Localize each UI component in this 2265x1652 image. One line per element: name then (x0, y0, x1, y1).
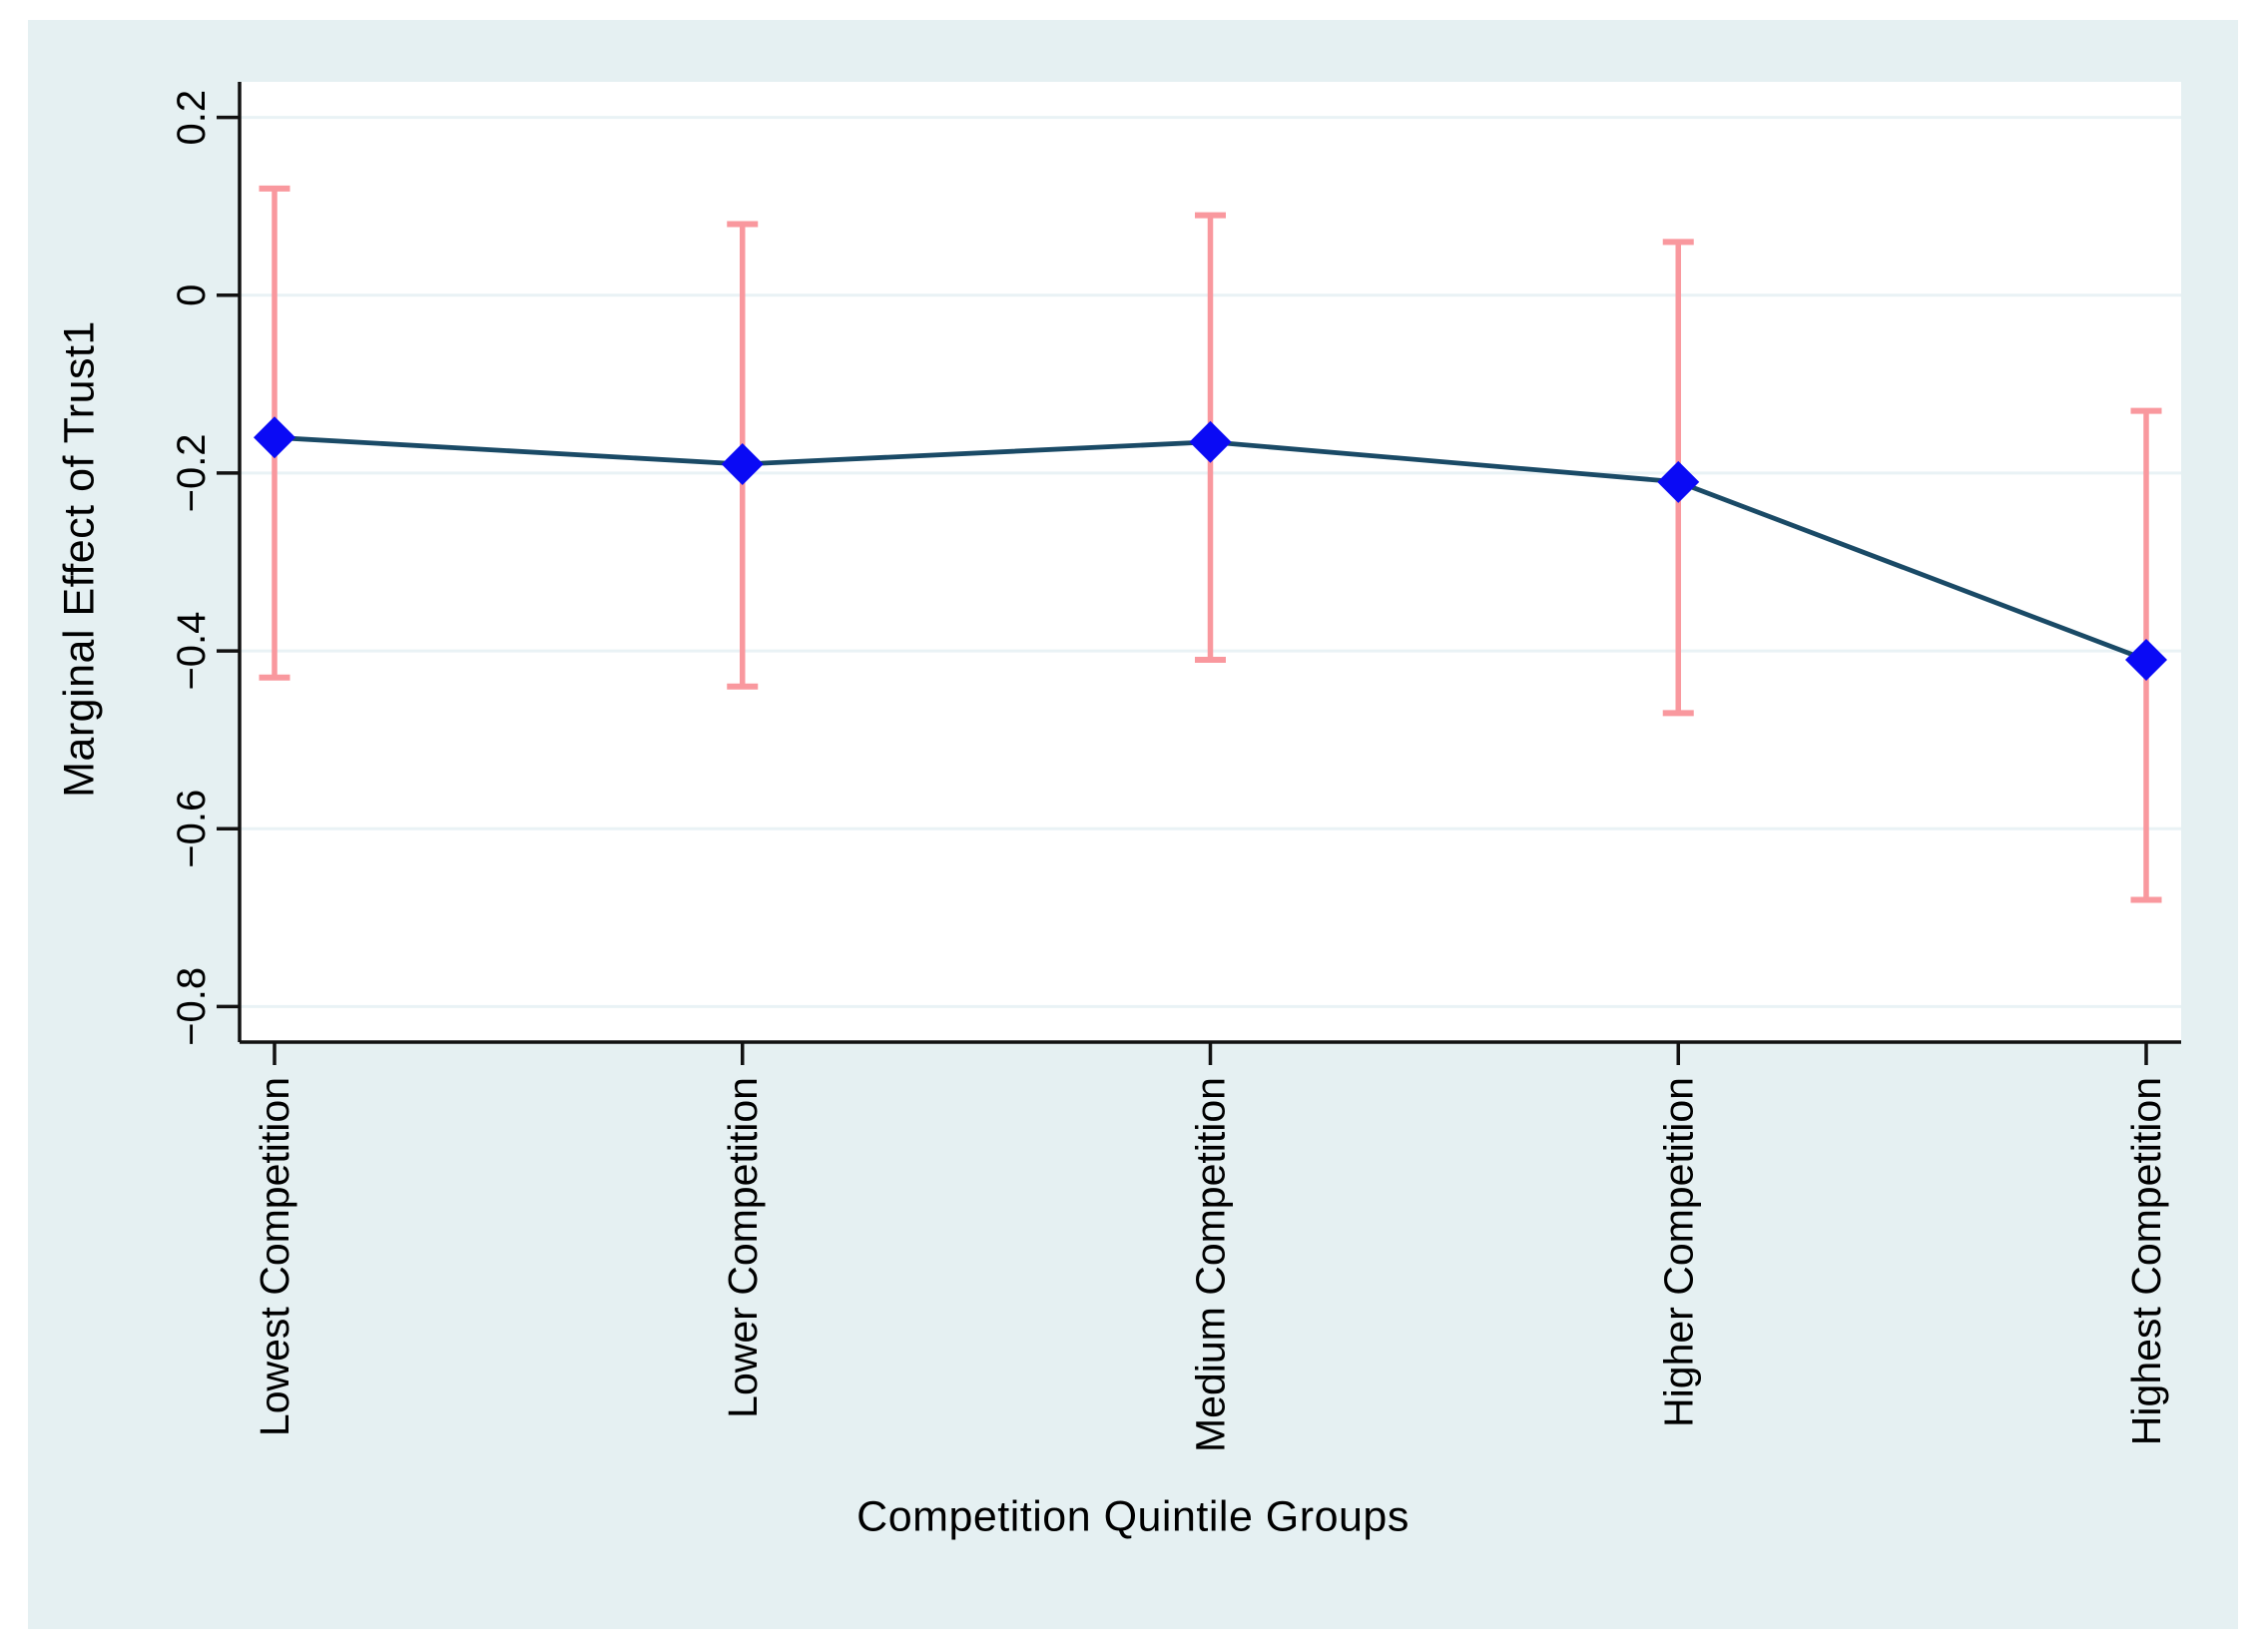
x-category-label: Lowest Competition (252, 1077, 297, 1436)
marker-diamond (1657, 460, 1700, 503)
marker-diamond (721, 443, 764, 486)
marker-diamond (254, 416, 295, 459)
x-category-label: Higher Competition (1655, 1077, 1701, 1427)
marker-diamond (2125, 638, 2167, 681)
x-category-label: Lower Competition (720, 1077, 766, 1418)
marker-diamond (1189, 420, 1232, 463)
y-tick-label: 0 (170, 284, 214, 306)
y-tick-label: −0.4 (170, 612, 214, 691)
y-axis-title: Marginal Effect of Trust1 (55, 320, 104, 798)
y-tick-label: 0.2 (170, 90, 214, 146)
x-category-label: Highest Competition (2123, 1077, 2169, 1445)
y-tick-label: −0.8 (170, 967, 214, 1046)
x-category-label: Medium Competition (1188, 1077, 1234, 1452)
y-tick-label: −0.6 (170, 790, 214, 868)
y-tick-label: −0.2 (170, 433, 214, 512)
x-axis-title: Competition Quintile Groups (856, 1492, 1410, 1541)
